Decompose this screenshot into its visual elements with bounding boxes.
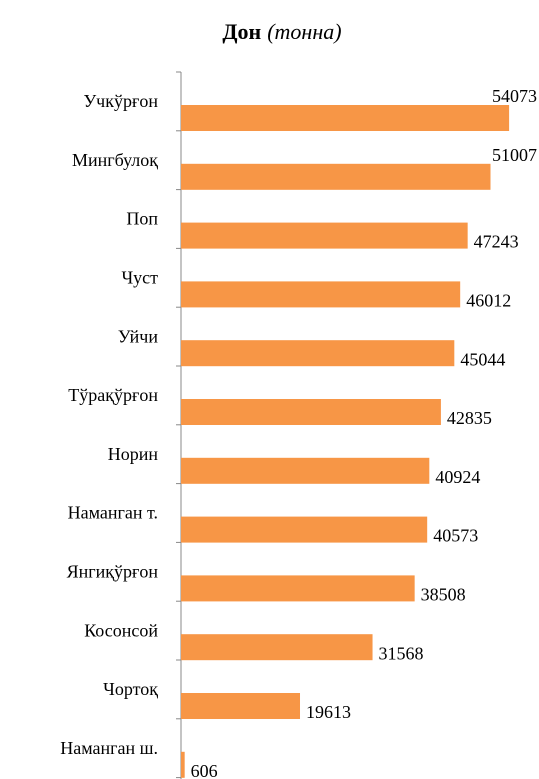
chart-title-unit: (тонна) xyxy=(267,19,341,44)
bar xyxy=(181,457,430,484)
y-tick-label: Наманган ш. xyxy=(60,738,158,758)
y-tick-label: Уйчи xyxy=(118,326,159,346)
value-label: 46012 xyxy=(466,291,511,311)
y-tick-label: Учкўрғон xyxy=(83,91,158,111)
value-label: 47243 xyxy=(474,232,519,252)
y-tick-label: Тўрақўрғон xyxy=(68,385,158,405)
value-label: 38508 xyxy=(421,585,466,605)
bar xyxy=(181,693,301,719)
value-label: 45044 xyxy=(460,349,505,369)
value-label: 51007 xyxy=(492,145,537,165)
bar xyxy=(181,751,185,778)
value-label: 31568 xyxy=(379,643,424,663)
y-tick-label: Чортоқ xyxy=(103,679,158,699)
bar xyxy=(181,516,428,543)
y-tick-label: Наманган т. xyxy=(68,503,158,523)
y-tick-label: Мингбулоқ xyxy=(72,150,158,170)
bar xyxy=(181,340,455,367)
y-tick-label: Поп xyxy=(126,209,158,229)
y-tick-label: Янгиқўрғон xyxy=(67,562,159,582)
chart-title: Дон xyxy=(222,19,261,44)
bar xyxy=(181,575,415,602)
chart-title-group: Дон (тонна) xyxy=(222,19,341,44)
value-label: 606 xyxy=(191,761,218,779)
value-label: 19613 xyxy=(306,702,351,722)
y-tick-label: Норин xyxy=(108,444,159,464)
bar xyxy=(181,163,491,190)
value-label: 40924 xyxy=(435,467,480,487)
value-label: 40573 xyxy=(433,526,478,546)
bar xyxy=(181,399,441,425)
bar xyxy=(181,634,373,661)
bar xyxy=(181,105,510,131)
y-tick-label: Чуст xyxy=(121,268,158,288)
bar xyxy=(181,281,461,308)
value-label: 54073 xyxy=(492,86,537,106)
value-label: 42835 xyxy=(447,408,492,428)
y-tick-label: Косонсой xyxy=(84,620,158,640)
bar xyxy=(181,222,468,249)
